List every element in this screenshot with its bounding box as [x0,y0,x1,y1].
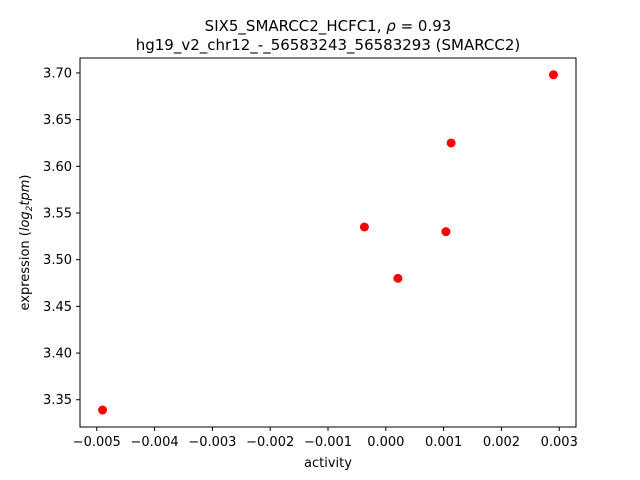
x-tick-label: 0.003 [541,435,578,450]
y-tick-label: 3.50 [43,253,72,268]
data-point [548,70,558,80]
x-tick-label: −0.002 [246,435,294,450]
x-tick-label: 0.000 [367,435,404,450]
data-point [441,227,451,237]
x-tick-label: 0.001 [425,435,462,450]
x-tick-label: −0.004 [131,435,179,450]
chart-title-line-2: hg19_v2_chr12_-_56583243_56583293 (SMARC… [136,36,521,55]
data-point [393,273,403,283]
data-point [446,138,456,148]
data-point [359,222,369,232]
y-tick-label: 3.65 [43,113,72,128]
y-tick-label: 3.45 [43,300,72,315]
y-axis-label: expression (log2tpm) [18,175,35,311]
x-tick-label: −0.001 [304,435,352,450]
plot-area: −0.005 −0.004 −0.003 −0.002 −0.001 0.000 0.001… [43,66,578,450]
x-tick-label: 0.002 [483,435,520,450]
y-tick-label: 3.55 [43,206,72,221]
y-tick-label: 3.35 [43,393,72,408]
axes-frame [79,57,577,428]
chart-title-line-1: SIX5_SMARCC2_HCFC1, ρ = 0.93 [205,17,452,36]
x-axis-label: activity [304,456,352,471]
x-tick-label: −0.005 [73,435,121,450]
x-tick-label: −0.003 [188,435,236,450]
data-point [98,405,108,415]
y-tick-label: 3.60 [43,160,72,175]
y-tick-label: 3.70 [43,66,72,81]
y-tick-label: 3.40 [43,347,72,362]
